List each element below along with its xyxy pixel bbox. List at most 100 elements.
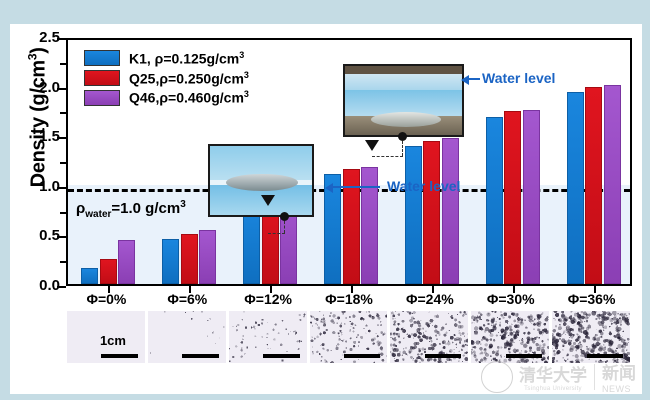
x-axis-label-Φ=0%: Φ=0%	[86, 291, 127, 307]
bar-q25-Φ=18%	[342, 168, 360, 284]
water-level-label-2: Water level	[482, 70, 556, 86]
water-density-annotation: ρwater=1.0 g/cm3	[76, 198, 186, 220]
scale-bar	[424, 354, 462, 358]
y-axis-minor-tick	[60, 162, 66, 164]
y-axis-tick-label: 1.0	[39, 177, 60, 195]
legend-swatch-q25	[84, 69, 120, 86]
x-axis-tick-mark	[108, 284, 111, 293]
inset-photo-sunken-sample	[343, 64, 464, 137]
bar-q46-Φ=30%	[522, 110, 540, 284]
x-axis-label-Φ=18%: Φ=18%	[325, 291, 373, 307]
bar-k1-Φ=24%	[404, 146, 422, 284]
bar-q25-Φ=36%	[585, 86, 603, 284]
watermark-university: 清华大学 Tsinghua University	[519, 366, 587, 392]
legend-item-q46: Q46,ρ=0.460g/cm3	[84, 89, 249, 106]
legend-swatch-k1	[84, 50, 120, 67]
inset2-sample	[371, 112, 441, 127]
inset2-tank-top	[345, 66, 462, 74]
y-axis-tick-label: 2.0	[39, 78, 60, 96]
legend-item-q25: Q25,ρ=0.250g/cm3	[84, 69, 249, 87]
y-axis-minor-tick	[60, 62, 66, 65]
x-axis-label-Φ=6%: Φ=6%	[167, 291, 208, 307]
scale-bar	[101, 354, 138, 358]
inset2-leader-dot	[398, 132, 407, 141]
y-axis-tick-mark	[57, 236, 66, 239]
water-level-arrow-2	[461, 75, 480, 85]
y-axis-tick-label: 0.0	[39, 277, 60, 294]
watermark: 清华大学 Tsinghua University 新闻 NEWS	[481, 359, 636, 394]
bar-k1-Φ=30%	[485, 117, 503, 284]
x-axis-label-Φ=36%: Φ=36%	[567, 291, 616, 307]
x-axis-tick-mark	[593, 284, 596, 293]
bar-q46-Φ=24%	[441, 138, 459, 284]
y-axis-minor-tick	[60, 261, 66, 264]
inset2-leader-line-h	[372, 156, 403, 157]
sample-photo-Φ=0%	[67, 311, 145, 363]
inset1-down-arrow	[261, 195, 275, 206]
background-band-top	[0, 0, 650, 24]
inset2-leader-line-v	[402, 141, 403, 156]
x-axis-tick-mark	[351, 284, 353, 293]
background-band-left	[0, 0, 10, 400]
background-band-bottom	[0, 394, 650, 400]
inset1-leader-line-h	[268, 233, 285, 234]
plot-area: K1, ρ=0.125g/cm3 Q25,ρ=0.250g/cm3 Q46,ρ=…	[66, 38, 632, 293]
scale-bar	[505, 354, 543, 358]
bar-q46-Φ=0%	[118, 240, 136, 284]
x-axis-label-Φ=24%: Φ=24%	[406, 291, 454, 307]
x-axis-label-Φ=12%: Φ=12%	[244, 291, 292, 307]
bar-k1-Φ=0%	[81, 268, 99, 284]
x-axis-tick-mark	[512, 284, 515, 293]
inset1-leader-dot	[280, 212, 289, 221]
y-axis-tick-mark	[57, 87, 66, 90]
bar-k1-Φ=18%	[324, 173, 341, 284]
sample-photo-Φ=36%	[552, 311, 630, 363]
watermark-news: 新闻 NEWS	[602, 364, 636, 394]
bar-q25-Φ=6%	[180, 234, 198, 284]
sample-photo-Φ=18%	[309, 311, 388, 363]
legend-swatch-q46	[84, 89, 120, 106]
inset1-sample	[226, 174, 298, 191]
inset2-down-arrow	[365, 140, 379, 151]
bar-q25-Φ=0%	[99, 259, 117, 284]
scale-bar	[586, 354, 623, 358]
scale-bar	[344, 354, 381, 358]
sample-photo-Φ=6%	[147, 311, 226, 363]
x-axis-tick-mark	[431, 284, 434, 293]
bar-q25-Φ=30%	[504, 111, 522, 284]
y-axis-minor-tick	[60, 112, 66, 115]
sample-photo-Φ=30%	[471, 311, 550, 363]
inset-photo-floating-sample	[208, 144, 314, 217]
scale-bar	[182, 354, 219, 358]
x-axis-tick-mark	[270, 284, 273, 293]
inset2-water-upper	[345, 74, 462, 90]
university-seal-icon	[481, 360, 513, 393]
water-level-arrow-1	[325, 183, 380, 193]
sample-photo-Φ=24%	[390, 311, 469, 363]
y-axis-tick-mark	[57, 38, 66, 40]
x-axis-tick-mark	[189, 284, 192, 293]
bar-q25-Φ=24%	[423, 141, 441, 284]
bar-q46-Φ=6%	[199, 230, 217, 284]
scale-bar	[263, 354, 300, 358]
sample-photo-Φ=12%	[228, 311, 307, 363]
y-axis-tick-label: 0.5	[39, 227, 60, 245]
y-axis-tick-label: 1.5	[39, 128, 60, 146]
legend-label-q25: Q25,ρ=0.250g/cm3	[129, 69, 249, 87]
inset1-leader-line-v	[284, 221, 285, 233]
bar-q46-Φ=36%	[603, 84, 621, 284]
x-axis-label-Φ=30%: Φ=30%	[486, 291, 535, 307]
legend: K1, ρ=0.125g/cm3 Q25,ρ=0.250g/cm3 Q46,ρ=…	[80, 48, 253, 111]
water-level-label-1: Water level	[387, 178, 461, 194]
y-axis-tick-mark	[57, 186, 66, 189]
background-band-right	[642, 0, 650, 400]
y-axis-tick-mark	[57, 286, 66, 288]
legend-label-q46: Q46,ρ=0.460g/cm3	[129, 89, 249, 106]
bar-k1-Φ=6%	[162, 239, 180, 284]
y-axis-tick-mark	[57, 137, 66, 140]
y-axis-minor-tick	[60, 211, 66, 214]
bar-q46-Φ=18%	[361, 166, 378, 284]
legend-item-k1: K1, ρ=0.125g/cm3	[84, 50, 249, 67]
y-axis-tick-label: 2.5	[39, 29, 60, 46]
